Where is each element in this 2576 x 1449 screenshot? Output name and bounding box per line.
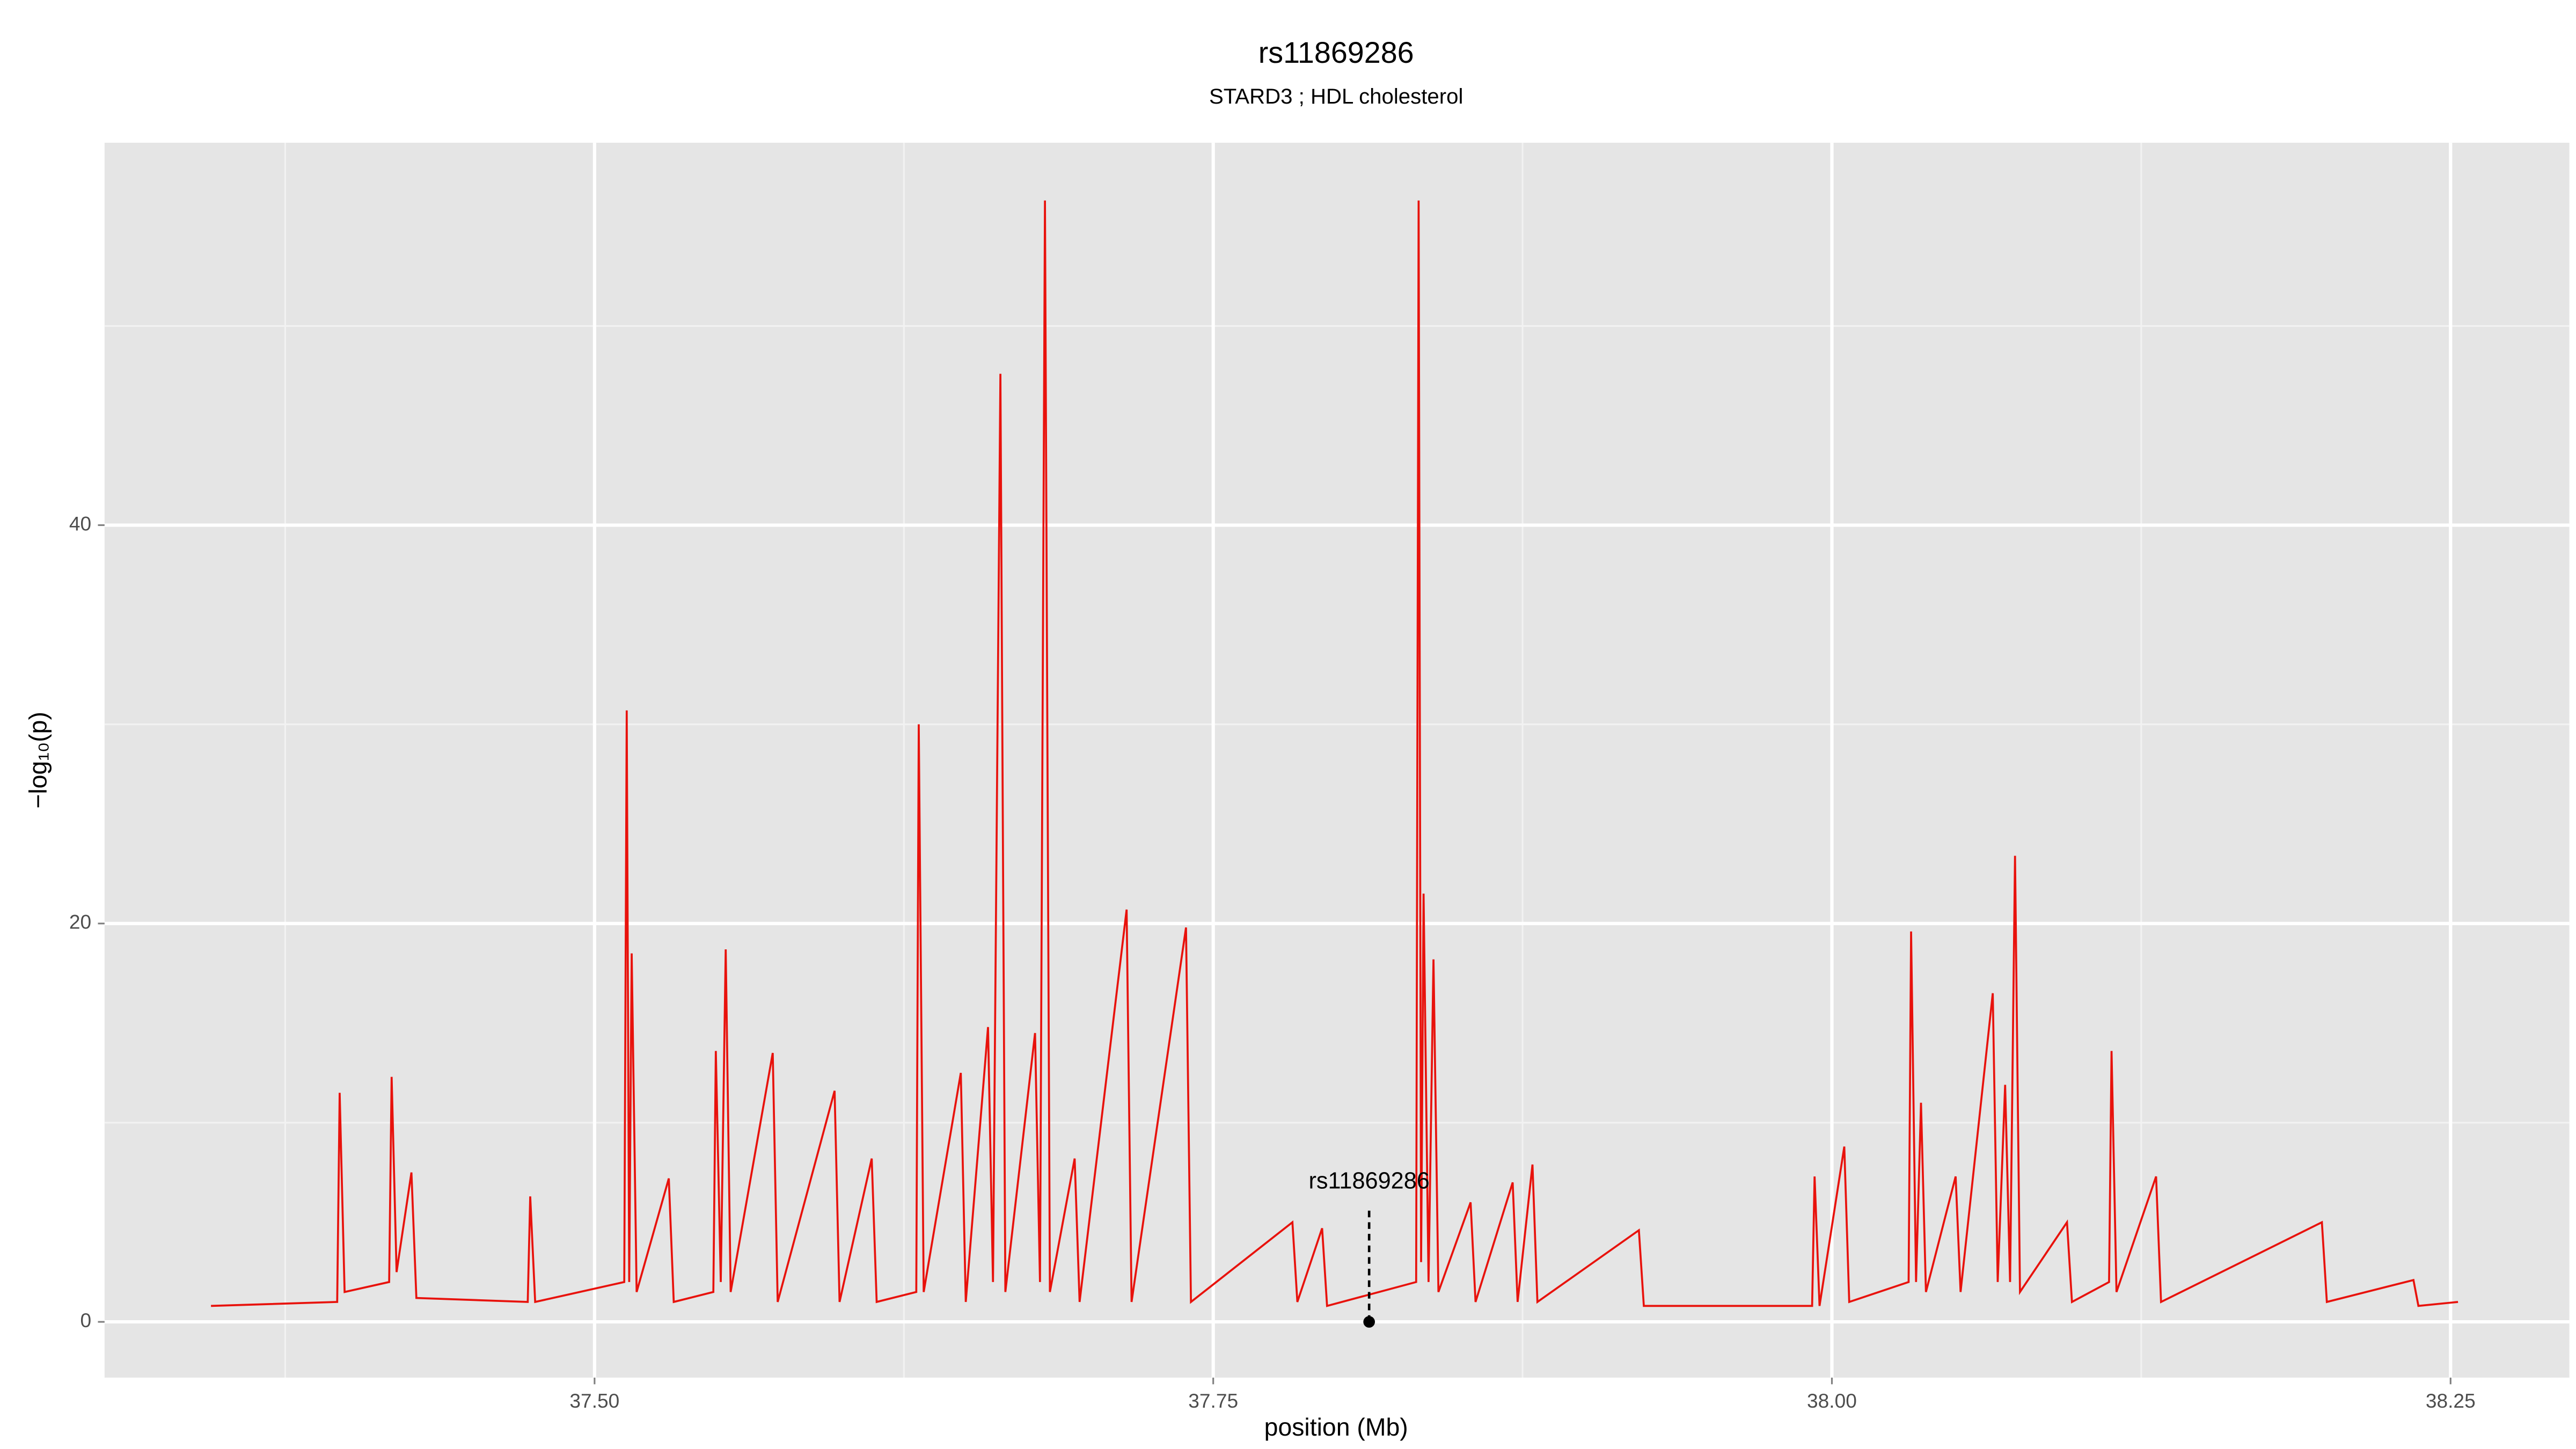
chart-subtitle: STARD3 ; HDL cholesterol <box>1209 84 1463 108</box>
x-tick-label: 38.00 <box>1807 1389 1857 1412</box>
y-axis-label: −log₁₀(p) <box>24 712 52 809</box>
signal-line <box>211 200 2458 1307</box>
x-tick-label: 38.25 <box>2426 1389 2476 1412</box>
x-axis-label: position (Mb) <box>1264 1413 1408 1441</box>
y-tick-label: 0 <box>80 1309 91 1331</box>
x-tick-label: 37.75 <box>1188 1389 1238 1412</box>
x-tick-label: 37.50 <box>569 1389 619 1412</box>
annotation-point <box>1363 1316 1375 1328</box>
annotation-label: rs11869286 <box>1308 1168 1429 1194</box>
y-tick-label: 20 <box>69 911 91 933</box>
plot-background <box>104 142 2570 1378</box>
chart-title: rs11869286 <box>1258 36 1414 69</box>
y-tick-label: 40 <box>69 512 91 535</box>
